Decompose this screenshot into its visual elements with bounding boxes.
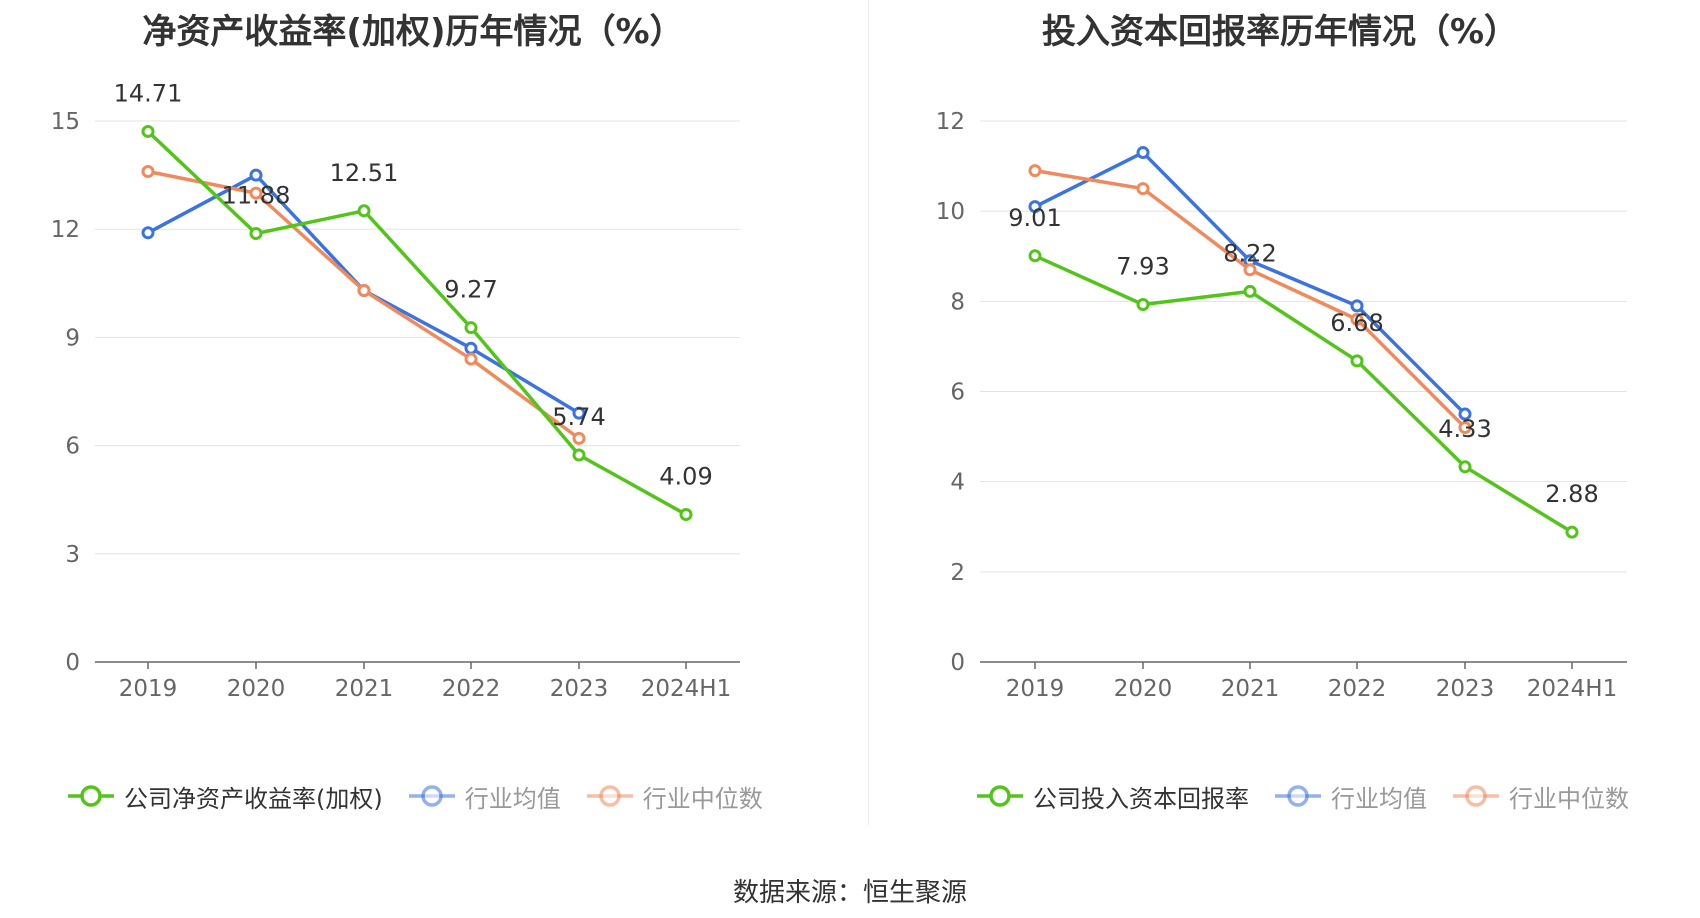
y-tick-label: 6: [950, 380, 965, 406]
data-point-company: [249, 227, 263, 241]
panel-divider: [868, 0, 869, 825]
x-tick-label: 2022: [442, 676, 501, 702]
data-point-industry-mean: [141, 226, 155, 240]
data-point-company: [1028, 249, 1042, 263]
series-line-company: [146, 130, 687, 517]
data-point-company: [1136, 297, 1150, 311]
legend-line-circle-icon: [1453, 785, 1499, 807]
data-label: 12.51: [330, 159, 399, 187]
data-point-industry-median: [464, 352, 478, 366]
y-tick-label: 2: [950, 560, 965, 586]
data-point-industry-median: [357, 284, 371, 298]
data-point-industry-median: [249, 186, 263, 200]
data-label: 8.22: [1223, 239, 1276, 267]
data-point-company: [1565, 525, 1579, 539]
data-point-company: [1243, 284, 1257, 298]
data-point-industry-median: [1350, 312, 1364, 326]
legend-label: 行业均值: [1331, 784, 1427, 813]
legend-label: 行业均值: [464, 784, 561, 813]
x-tick-label: 2024H1: [1527, 676, 1617, 702]
y-tick-label: 12: [936, 109, 965, 135]
roe-line-chart: 0 3 6 9 12 15 2019 2020 2021 2022 2023 2024H1 14.71 1…: [51, 79, 740, 702]
x-tick-label: 2021: [335, 676, 394, 702]
data-point-industry-mean: [1028, 200, 1042, 214]
y-tick-label: 0: [65, 650, 80, 676]
data-label: 7.93: [1116, 252, 1169, 280]
legend-item-company[interactable]: 公司投入资本回报率: [975, 779, 1249, 814]
data-point-company: [464, 321, 478, 335]
data-point-company: [1350, 354, 1364, 368]
data-source-label: 数据来源：恒生聚源: [732, 878, 967, 908]
legend-line-circle-icon: [977, 785, 1023, 807]
legend-label: 公司净资产收益率(加权): [124, 784, 383, 813]
data-label: 5.74: [552, 403, 605, 431]
data-point-company: [572, 448, 586, 462]
roe-chart-panel: 净资产收益率(加权)历年情况（%） 0 3 6 9 12 15 2019 2020 2021 20…: [0, 0, 850, 830]
y-tick-label: 0: [950, 650, 965, 676]
y-tick-label: 4: [950, 470, 965, 496]
data-label: 9.01: [1008, 204, 1061, 232]
series-line-company: [1034, 254, 1573, 534]
legend-line-circle-icon: [408, 785, 455, 807]
data-point-company: [141, 124, 155, 138]
y-tick-label: 15: [51, 109, 80, 135]
data-point-company: [679, 507, 693, 521]
legend-line-circle-icon: [68, 785, 114, 807]
series-line-industry-median: [1034, 168, 1467, 429]
data-point-industry-median: [1028, 164, 1042, 178]
data-point-company: [1458, 460, 1472, 474]
data-point-industry-mean: [572, 406, 586, 420]
y-tick-label: 9: [65, 325, 80, 351]
data-point-industry-median: [572, 431, 586, 445]
data-label: 9.27: [444, 276, 497, 304]
data-point-industry-median: [1136, 182, 1150, 196]
data-point-industry-mean: [1350, 299, 1364, 313]
legend-line-circle-icon: [1275, 785, 1321, 807]
data-point-industry-mean: [1136, 146, 1150, 160]
legend-label: 行业中位数: [642, 784, 763, 813]
data-label: 4.09: [659, 462, 712, 490]
data-label: 11.88: [222, 182, 291, 210]
chart-title: 投入资本回报率历年情况（%）: [1041, 12, 1519, 52]
data-point-industry-mean: [464, 341, 478, 355]
roic-line-chart: 0 2 4 6 8 10 12 2019 2020 2021 2022 2023 2024H1 9.01 7…: [936, 109, 1627, 702]
data-point-company: [357, 204, 371, 218]
data-label: 4.33: [1438, 415, 1491, 443]
legend-line-circle-icon: [586, 785, 633, 807]
y-tick-label: 12: [51, 217, 80, 243]
x-tick-label: 2023: [550, 676, 609, 702]
legend-item-industry-median[interactable]: 行业中位数: [1451, 779, 1629, 814]
data-label: 6.68: [1330, 309, 1383, 337]
legend-item-industry-mean[interactable]: 行业均值: [1273, 779, 1427, 814]
y-tick-label: 6: [65, 434, 80, 460]
roic-legend: 公司投入资本回报率 行业均值 行业中位数: [975, 776, 1653, 816]
y-tick-label: 3: [65, 542, 80, 568]
chart-title: 净资产收益率(加权)历年情况（%）: [142, 12, 684, 52]
x-tick-label: 2020: [227, 676, 286, 702]
x-tick-label: 2022: [1328, 676, 1387, 702]
x-tick-label: 2019: [119, 676, 178, 702]
data-point-industry-mean: [1458, 407, 1472, 421]
data-point-industry-mean: [249, 168, 263, 182]
x-tick-label: 2021: [1221, 676, 1280, 702]
data-point-industry-median: [141, 164, 155, 178]
y-tick-label: 10: [936, 199, 965, 225]
roe-legend: 公司净资产收益率(加权) 行业均值 行业中位数: [66, 776, 787, 816]
x-tick-label: 2020: [1114, 676, 1173, 702]
y-tick-label: 8: [950, 289, 965, 315]
x-tick-label: 2024H1: [641, 676, 731, 702]
legend-label: 公司投入资本回报率: [1033, 784, 1249, 813]
legend-item-company[interactable]: 公司净资产收益率(加权): [66, 779, 383, 814]
x-tick-label: 2023: [1436, 676, 1495, 702]
data-label: 14.71: [114, 79, 183, 107]
legend-item-industry-median[interactable]: 行业中位数: [585, 779, 763, 814]
x-tick-label: 2019: [1006, 676, 1065, 702]
data-point-industry-median: [1458, 421, 1472, 435]
data-point-industry-median: [1243, 263, 1257, 277]
roic-chart-panel: 投入资本回报率历年情况（%） 0 2 4 6 8 10 12 2019 2020 2021 2022…: [850, 0, 1700, 830]
legend-item-industry-mean[interactable]: 行业均值: [407, 779, 561, 814]
data-label: 2.88: [1545, 480, 1598, 508]
legend-label: 行业中位数: [1509, 784, 1629, 813]
